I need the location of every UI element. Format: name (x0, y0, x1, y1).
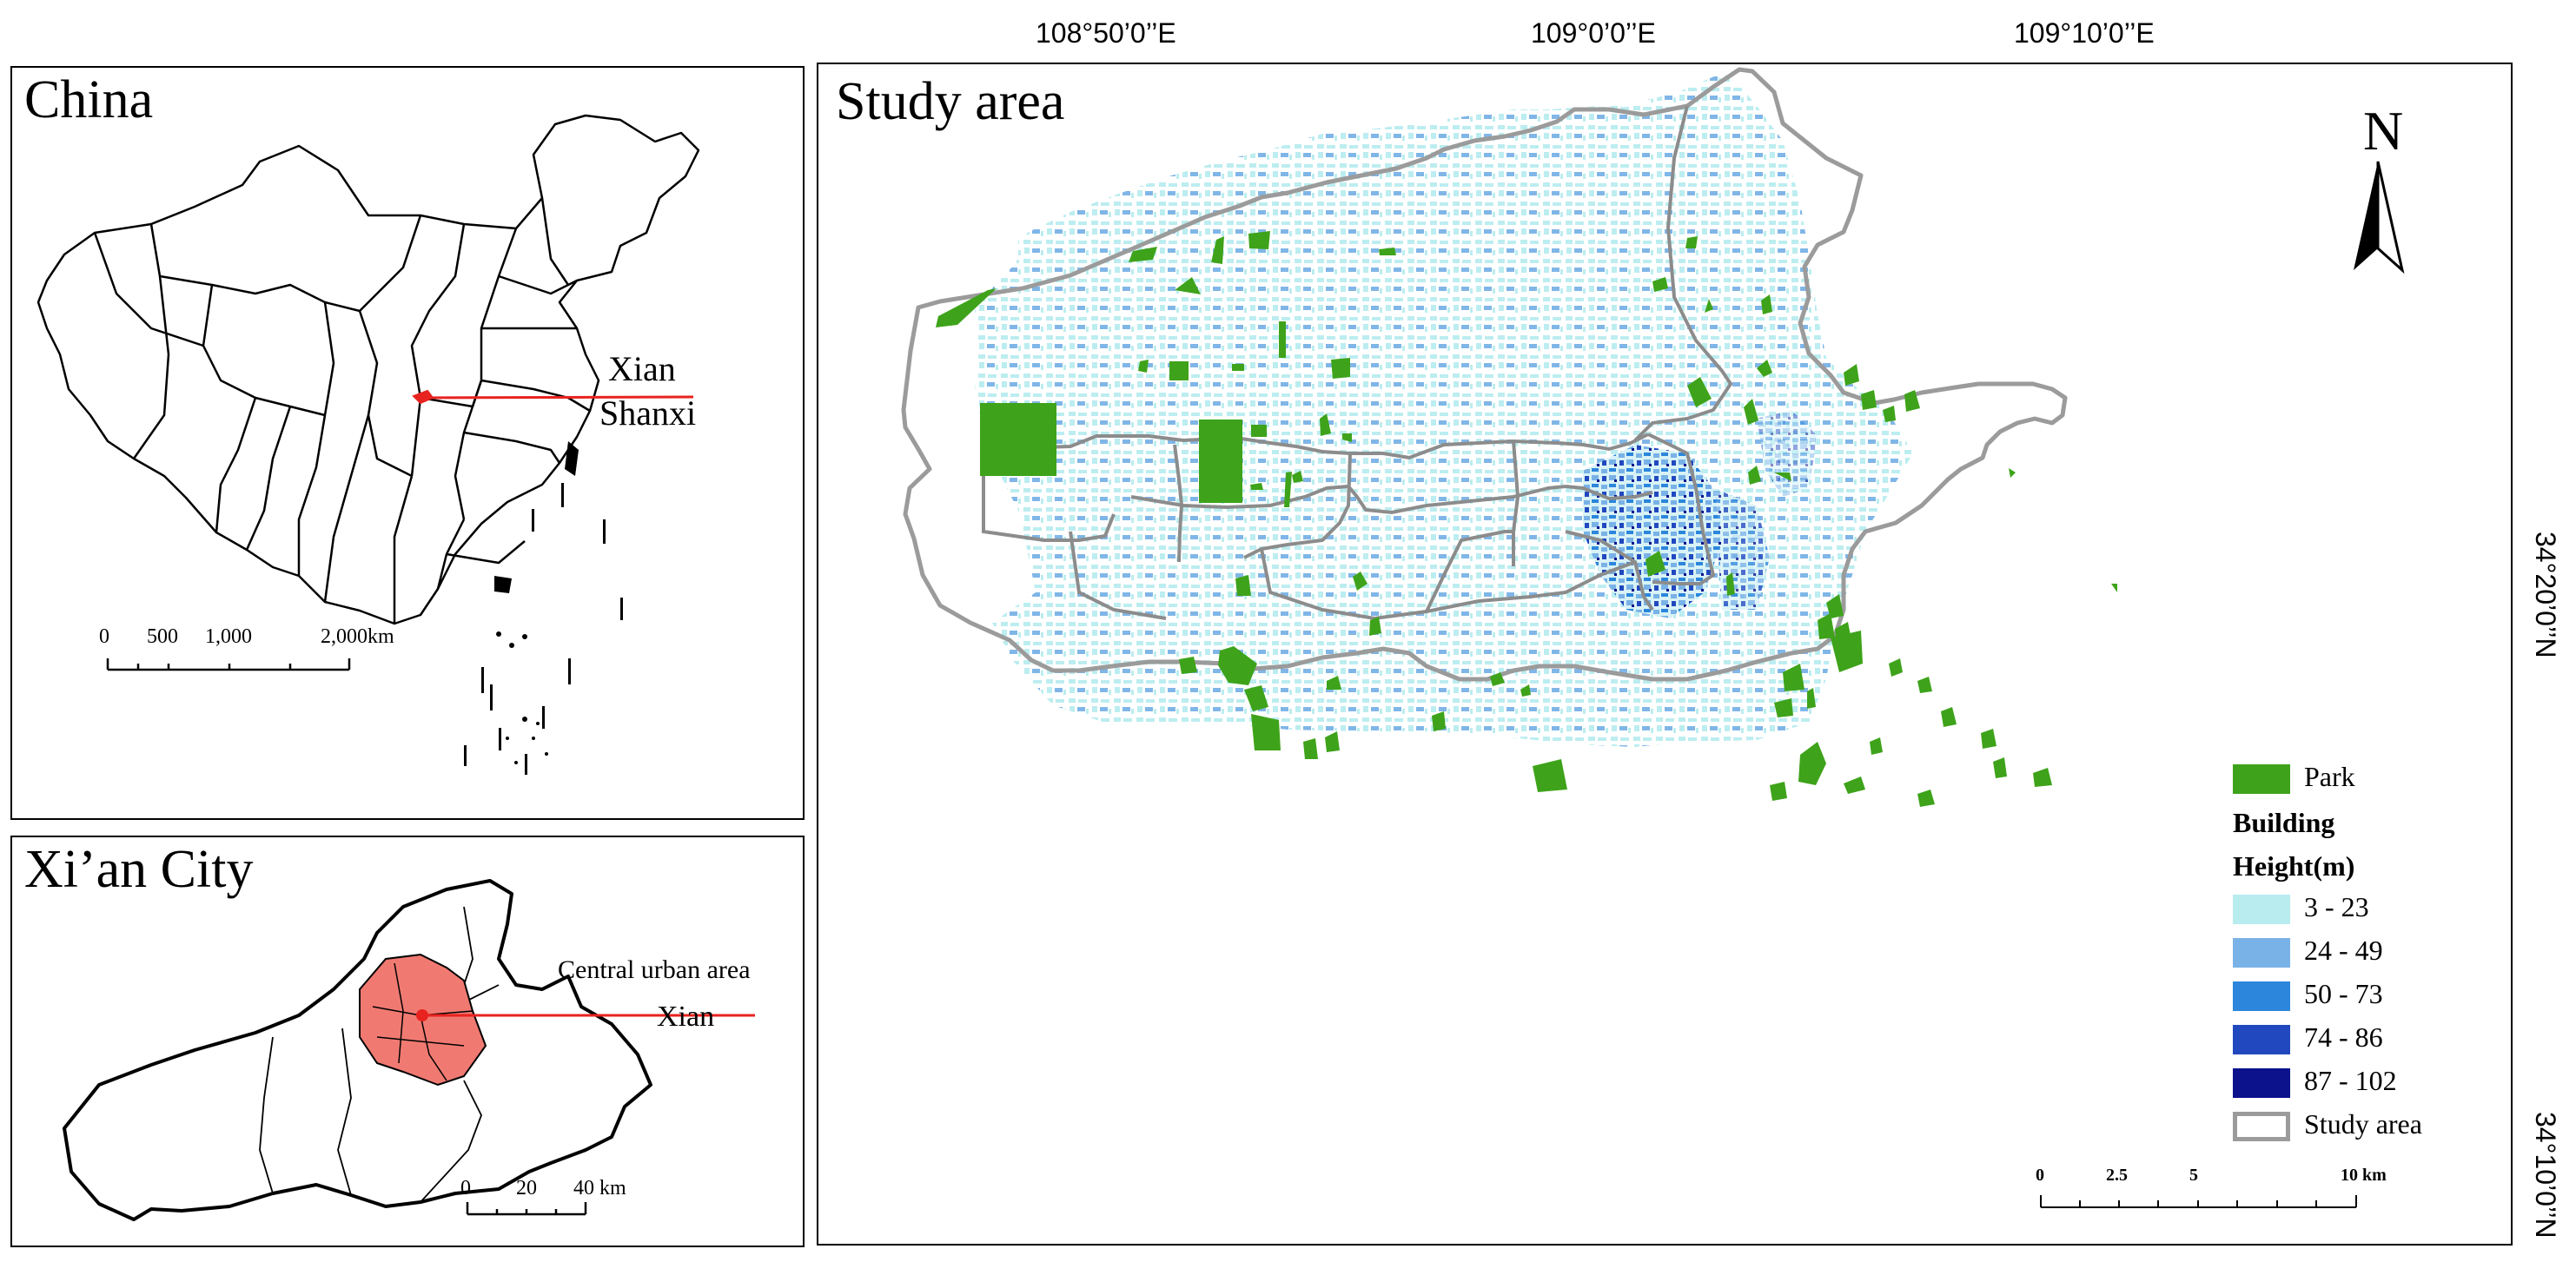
map-legend: Park Building Height(m) 3 - 23 24 - 49 5… (2233, 757, 2422, 1148)
legend-park-row: Park (2233, 757, 2355, 801)
dense-core-buildings (1583, 445, 1722, 618)
park-polygons (936, 231, 2117, 807)
legend-study-area-swatch (2233, 1112, 2290, 1141)
legend-class-row: 74 - 86 (2233, 1018, 2383, 1061)
xian-leader-line (418, 395, 694, 400)
study-scale-tick-2-5: 2.5 (2106, 1166, 2128, 1185)
china-scale-tick-500: 500 (147, 625, 178, 648)
legend-class-swatch (2233, 1068, 2290, 1098)
building-footprints-layer (975, 73, 1913, 747)
china-panel-title: China (24, 70, 154, 129)
xian-scale-tick-0: 0 (460, 1177, 471, 1199)
study-area-panel: Study area (817, 63, 2513, 1246)
legend-class-label: 3 - 23 (2304, 891, 2369, 922)
study-scale-tick-5: 5 (2189, 1166, 2198, 1185)
china-map (36, 114, 700, 775)
china-scale-bar (106, 658, 351, 671)
north-label: N (2363, 100, 2404, 162)
legend-heading-building: Building (2233, 807, 2335, 838)
china-scale-tick-0: 0 (99, 625, 109, 648)
legend-class-swatch (2233, 1025, 2290, 1054)
legend-class-swatch (2233, 895, 2290, 924)
china-scale-tick-2000: 2,000km (321, 625, 394, 648)
legend-class-row: 87 - 102 (2233, 1061, 2397, 1105)
legend-class-label: 87 - 102 (2304, 1065, 2397, 1096)
legend-park-swatch (2233, 764, 2290, 794)
xian-panel-title: Xi’an City (24, 840, 254, 899)
study-scale-tick-0: 0 (2036, 1166, 2044, 1185)
legend-class-row: 3 - 23 (2233, 888, 2369, 931)
latitude-label-2: 34°10’0’’N (2530, 1112, 2561, 1239)
district-boundaries (982, 105, 1733, 621)
central-urban-area-label: Central urban area (558, 955, 751, 984)
china-scale-tick-1000: 1,000 (205, 625, 252, 648)
china-label-xian: Xian (608, 349, 676, 388)
longitude-label-3: 109°10’0’’E (2014, 17, 2155, 49)
china-label-shanxi: Shanxi (599, 393, 697, 433)
longitude-label-2: 109°0’0’’E (1531, 17, 1656, 49)
legend-class-swatch (2233, 981, 2290, 1011)
xian-city-panel: Xi’an City Centr (10, 836, 805, 1247)
north-arrow-icon (2354, 161, 2405, 274)
china-outline (36, 114, 700, 625)
xian-city-outline (63, 879, 652, 1221)
legend-class-swatch (2233, 938, 2290, 968)
study-area-map (901, 67, 2405, 1208)
legend-study-area-row: Study area (2233, 1105, 2422, 1148)
study-panel-title: Study area (836, 72, 1065, 131)
xian-scale-tick-40: 40 km (573, 1177, 626, 1199)
study-scale-tick-10: 10 km (2341, 1166, 2387, 1185)
legend-class-label: 74 - 86 (2304, 1021, 2383, 1053)
xian-scale-bar (466, 1202, 587, 1216)
china-inset-panel: China (10, 66, 805, 820)
legend-study-area-label: Study area (2304, 1108, 2422, 1140)
xian-label: Xian (657, 1001, 715, 1033)
legend-park-label: Park (2304, 761, 2355, 792)
legend-class-label: 24 - 49 (2304, 935, 2383, 966)
legend-class-label: 50 - 73 (2304, 978, 2383, 1009)
latitude-label-1: 34°20’0’’N (2530, 532, 2561, 658)
legend-heading-height: Height(m) (2233, 850, 2355, 882)
study-scale-bar (2040, 1195, 2357, 1208)
xian-city-map (63, 879, 755, 1221)
legend-class-row: 50 - 73 (2233, 975, 2383, 1018)
xian-scale-tick-20: 20 (516, 1177, 537, 1199)
south-china-sea-islands (464, 441, 623, 775)
longitude-label-1: 108°50’0’’E (1036, 17, 1176, 49)
legend-class-row: 24 - 49 (2233, 931, 2383, 975)
